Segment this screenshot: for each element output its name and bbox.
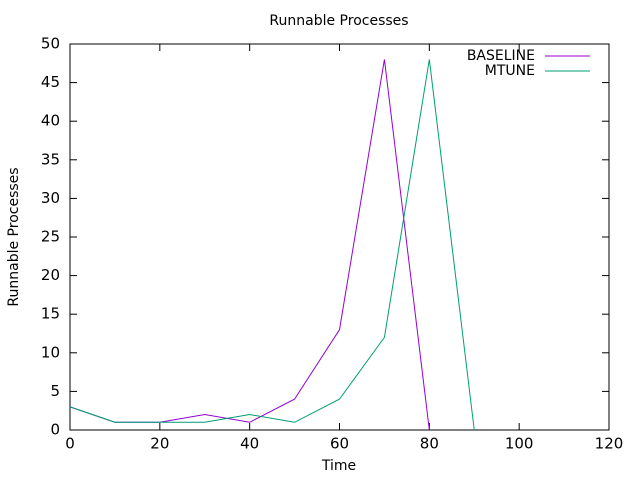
y-tick-label: 0 <box>50 421 60 439</box>
x-tick-label: 20 <box>150 435 169 453</box>
y-tick-label: 30 <box>41 189 60 207</box>
series-line <box>69 59 475 431</box>
x-tick-label: 100 <box>505 435 534 453</box>
x-tick-label: 80 <box>420 435 439 453</box>
legend-label: BASELINE <box>467 48 535 64</box>
y-tick-label: 20 <box>41 266 60 284</box>
y-axis-label: Runnable Processes <box>6 167 22 306</box>
x-tick-label: 60 <box>330 435 349 453</box>
y-tick-label: 40 <box>41 112 60 130</box>
y-tick-label: 35 <box>41 150 60 168</box>
y-tick-label: 25 <box>41 228 60 246</box>
legend-label: MTUNE <box>485 63 535 79</box>
y-tick-label: 50 <box>41 35 60 53</box>
chart-title: Runnable Processes <box>269 13 408 29</box>
y-tick-label: 10 <box>41 343 60 361</box>
y-tick-label: 45 <box>41 73 60 91</box>
y-tick-label: 5 <box>50 382 60 400</box>
x-tick-label: 0 <box>65 435 75 453</box>
x-tick-label: 120 <box>595 435 624 453</box>
x-axis-label: Time <box>321 458 356 474</box>
y-tick-label: 15 <box>41 305 60 323</box>
x-tick-label: 40 <box>240 435 259 453</box>
